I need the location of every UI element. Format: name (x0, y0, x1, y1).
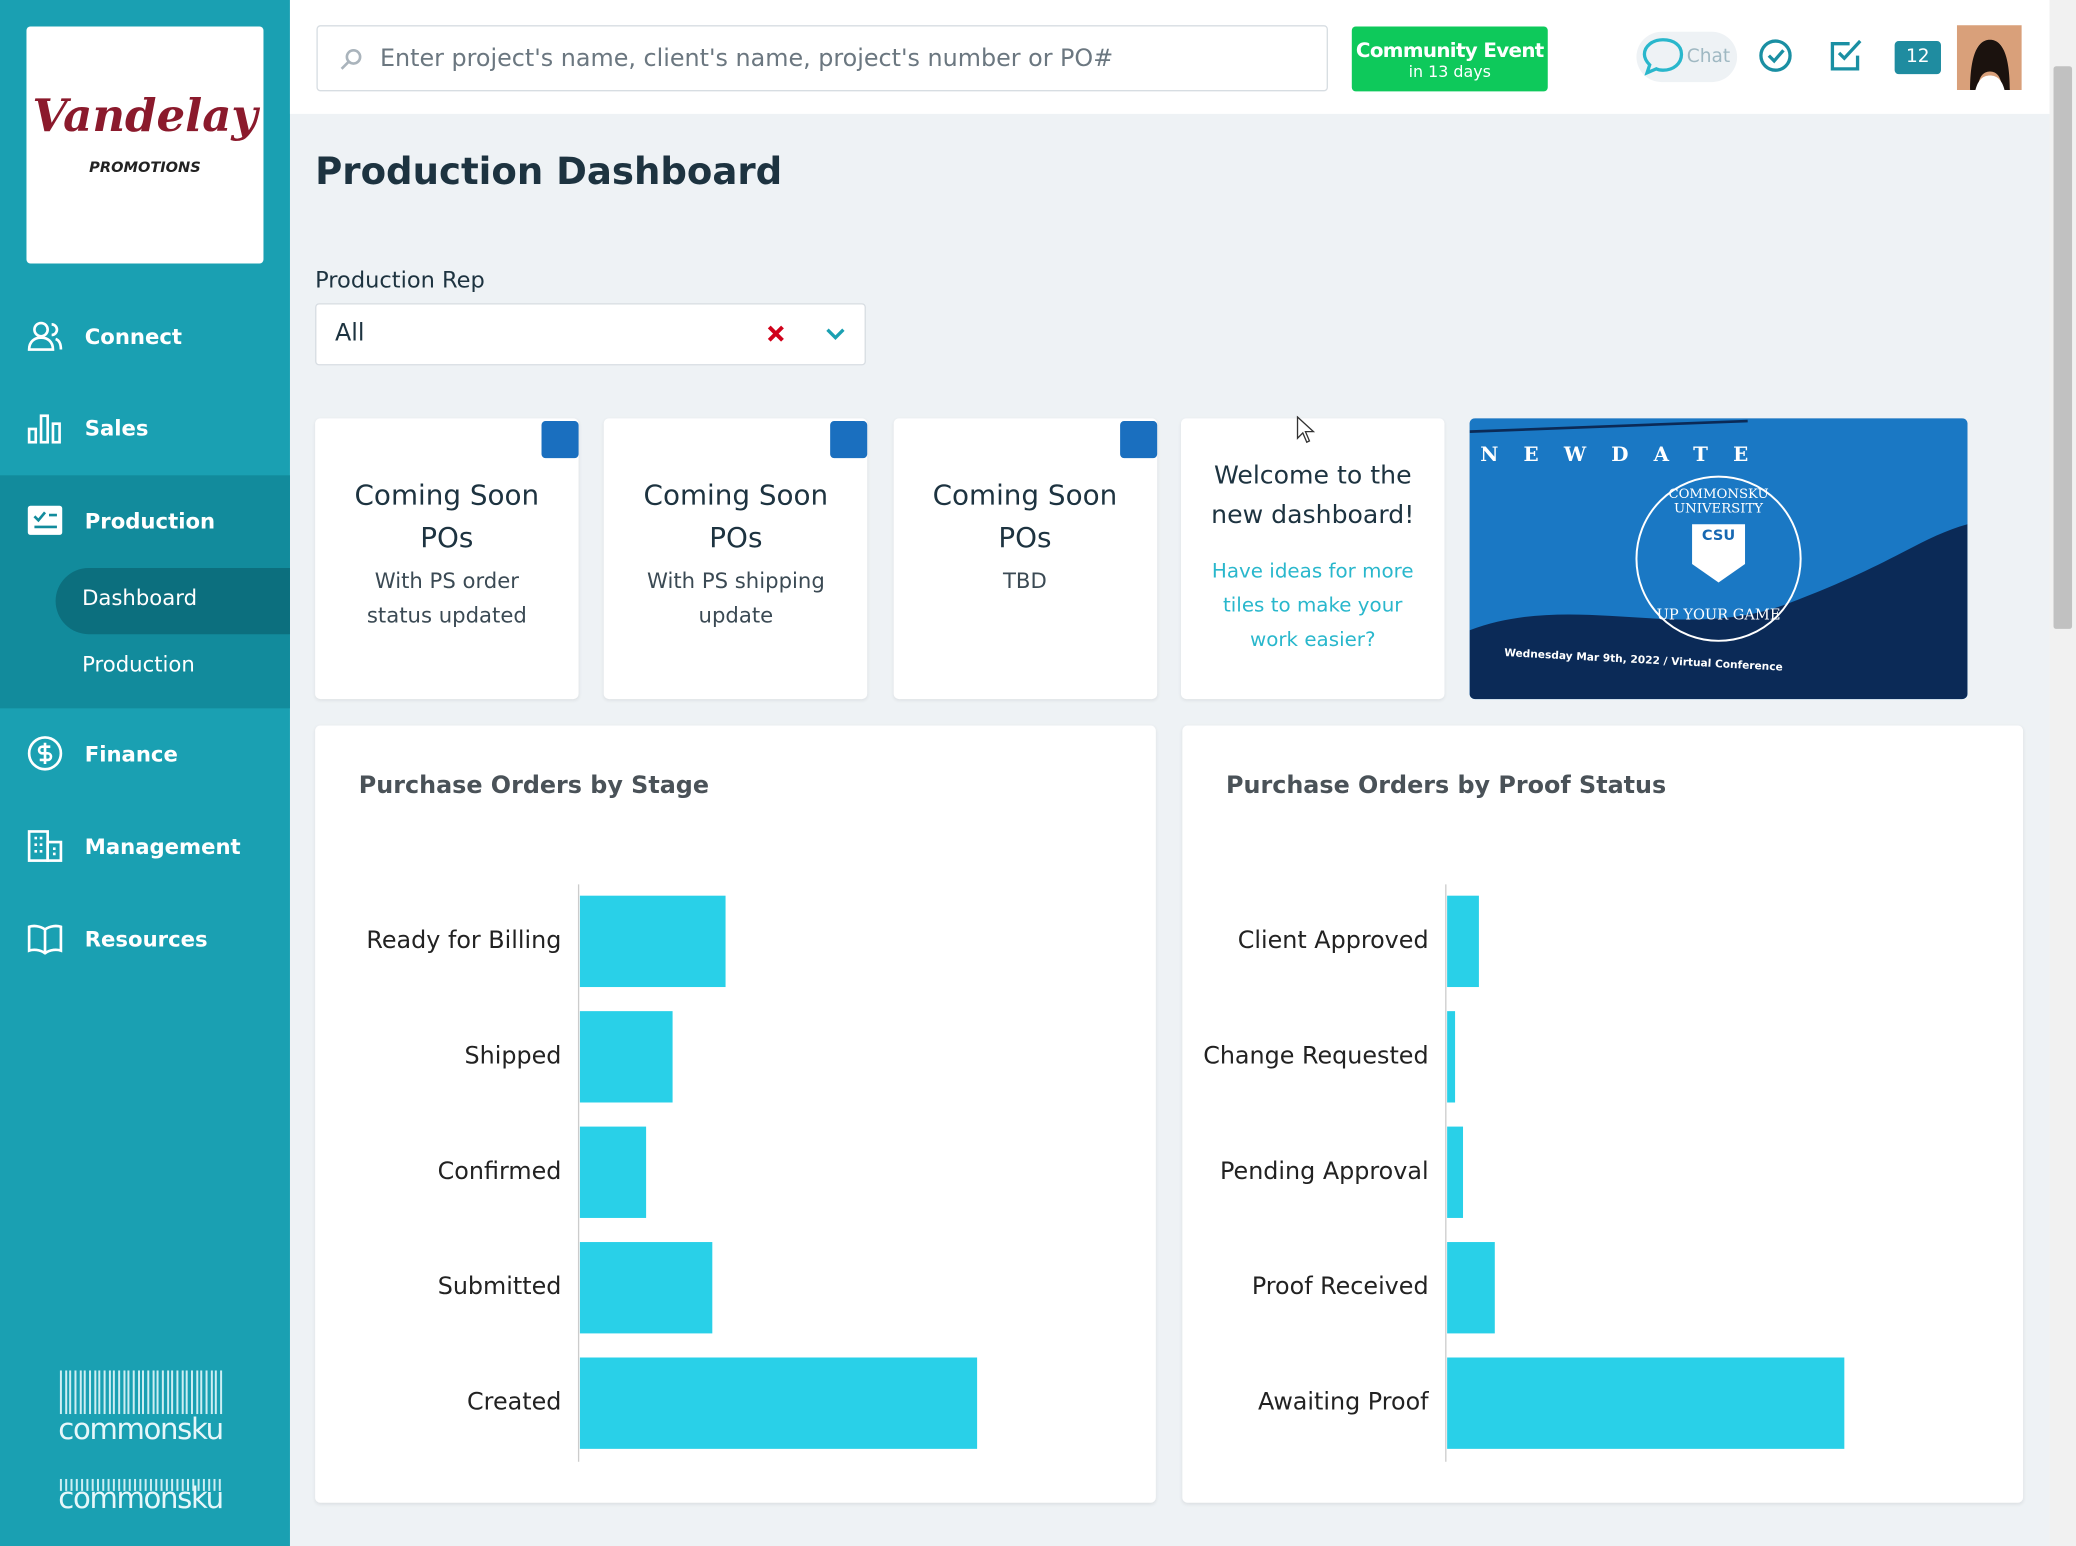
welcome-tile: Welcome to the new dashboard! Have ideas… (1181, 418, 1445, 700)
bar (1447, 1011, 1456, 1103)
nav-label: Resources (84, 926, 208, 952)
chart-card: Purchase Orders by Stage Ready for Billin… (315, 725, 1156, 1503)
tile-tag (830, 421, 868, 459)
clear-icon[interactable] (767, 324, 786, 343)
chart-card: Purchase Orders by Proof Status Client Ap… (1182, 725, 2024, 1503)
y-tick-label: Submitted (438, 1272, 562, 1300)
nav-item[interactable]: Sales (0, 388, 290, 467)
logo-sub: PROMOTIONS (89, 158, 201, 177)
tile: Coming Soon POs TBD (893, 418, 1157, 700)
tile-subtitle: POs (420, 521, 474, 554)
bar (579, 1357, 978, 1449)
tile-title: Coming Soon (354, 479, 540, 512)
chat-label: Chat (1686, 46, 1731, 68)
banner-art (1469, 418, 1968, 700)
nav-label: Production (84, 507, 216, 533)
nav-item[interactable]: Production (0, 481, 290, 560)
welcome-link[interactable]: Have ideas for more tiles to make your w… (1211, 558, 1414, 652)
filter-value: All (334, 319, 365, 347)
event-button[interactable]: Community Event in 13 days (1351, 26, 1548, 92)
y-tick-label: Shipped (464, 1041, 561, 1069)
banner-tagline: UP YOUR GAME (1656, 606, 1781, 624)
y-tick-label: Client Approved (1238, 926, 1429, 954)
banner-flags: NEWDATE (1480, 442, 1774, 467)
banner-name: COMMONSKU UNIVERSITY (1668, 487, 1769, 517)
top-bar: Enter project's name, client's name, pro… (289, 0, 2051, 114)
chart-title: Purchase Orders by Stage (358, 771, 710, 800)
banner[interactable]: NEWDATE COMMONSKU UNIVERSITY CSU UP YOUR… (1469, 418, 1968, 700)
bar (1447, 1242, 1495, 1334)
page-title: Production Dashboard (315, 149, 783, 194)
subnav-item[interactable]: Dashboard (82, 585, 198, 611)
bar (1447, 895, 1479, 988)
chart: Ready for Billing Shipped Confirmed Submitt… (366, 884, 978, 1462)
tile-title: Coming Soon (643, 479, 829, 512)
check-icon[interactable] (1757, 37, 1794, 74)
nav-label: Management (84, 833, 241, 859)
y-tick-label: Proof Received (1252, 1272, 1429, 1300)
search-box[interactable]: Enter project's name, client's name, pro… (316, 25, 1328, 92)
chat-button[interactable]: Chat (1636, 31, 1738, 83)
brand-text: commonsku (58, 1414, 224, 1448)
y-tick-label: Change Requested (1203, 1041, 1428, 1069)
bar (1447, 1357, 1845, 1449)
dropdown-icon[interactable] (825, 327, 846, 343)
bar (1447, 1126, 1464, 1218)
bar (579, 1242, 713, 1334)
banner-badge: CSU (1701, 526, 1736, 545)
y-tick-label: Created (467, 1388, 561, 1416)
barcode (59, 1370, 223, 1419)
subnav-active (55, 567, 290, 635)
notification-badge[interactable]: 12 (1894, 41, 1941, 75)
nav-item[interactable]: Resources (0, 899, 290, 978)
bar (579, 1126, 647, 1218)
y-tick-label: Ready for Billing (366, 926, 561, 954)
chart: Client Approved Change Requested Pending A… (1203, 884, 1845, 1462)
tile-subtitle: POs (709, 521, 763, 554)
tile-tag (1119, 421, 1157, 459)
logo[interactable]: Vandelay PROMOTIONS (26, 26, 264, 264)
logo-name: Vandelay (32, 90, 258, 143)
bar (579, 1011, 673, 1103)
tile: Coming Soon POs With PS shipping update (604, 418, 868, 700)
y-tick-label: Confirmed (438, 1157, 562, 1185)
subnav-item[interactable]: Production (82, 651, 195, 677)
search-icon (340, 48, 362, 70)
filter-label: Production Rep (315, 267, 485, 294)
welcome-title: Welcome to the new dashboard! (1211, 460, 1415, 530)
scrollbar[interactable] (2049, 0, 2076, 1546)
event-subtitle: in 13 days (1408, 62, 1491, 81)
nav-label: Sales (84, 415, 149, 441)
filter-select[interactable]: All (315, 303, 866, 366)
nav-item[interactable]: Connect (0, 297, 290, 376)
tile-tag (541, 421, 579, 459)
cursor (1296, 415, 1316, 444)
tile: Coming Soon POs With PS order status updat… (315, 418, 579, 700)
search-placeholder: Enter project's name, client's name, pro… (379, 45, 1114, 73)
chart-title: Purchase Orders by Proof Status (1226, 771, 1667, 800)
nav-label: Finance (84, 740, 178, 766)
tile-text: TBD (1002, 567, 1047, 594)
tile-text: With PS shipping update (646, 567, 825, 628)
sidebar: Vandelay PROMOTIONS Connect Sales Produc… (0, 0, 290, 1546)
brand-text: commonsku (58, 1482, 224, 1516)
nav-label: Connect (84, 323, 183, 349)
event-title: Community Event (1355, 38, 1544, 63)
nav-item[interactable]: Finance (0, 714, 290, 793)
avatar[interactable] (1956, 25, 2022, 91)
y-tick-label: Awaiting Proof (1258, 1388, 1429, 1416)
bar (579, 895, 726, 988)
barcode (59, 1478, 221, 1491)
tile-subtitle: POs (998, 521, 1052, 554)
tasks-icon[interactable] (1828, 37, 1865, 74)
chat-icon (1642, 38, 1684, 76)
tile-text: With PS order status updated (366, 567, 527, 628)
nav-item[interactable]: Management (0, 806, 290, 885)
y-tick-label: Pending Approval (1220, 1157, 1429, 1185)
tile-title: Coming Soon (932, 479, 1118, 512)
